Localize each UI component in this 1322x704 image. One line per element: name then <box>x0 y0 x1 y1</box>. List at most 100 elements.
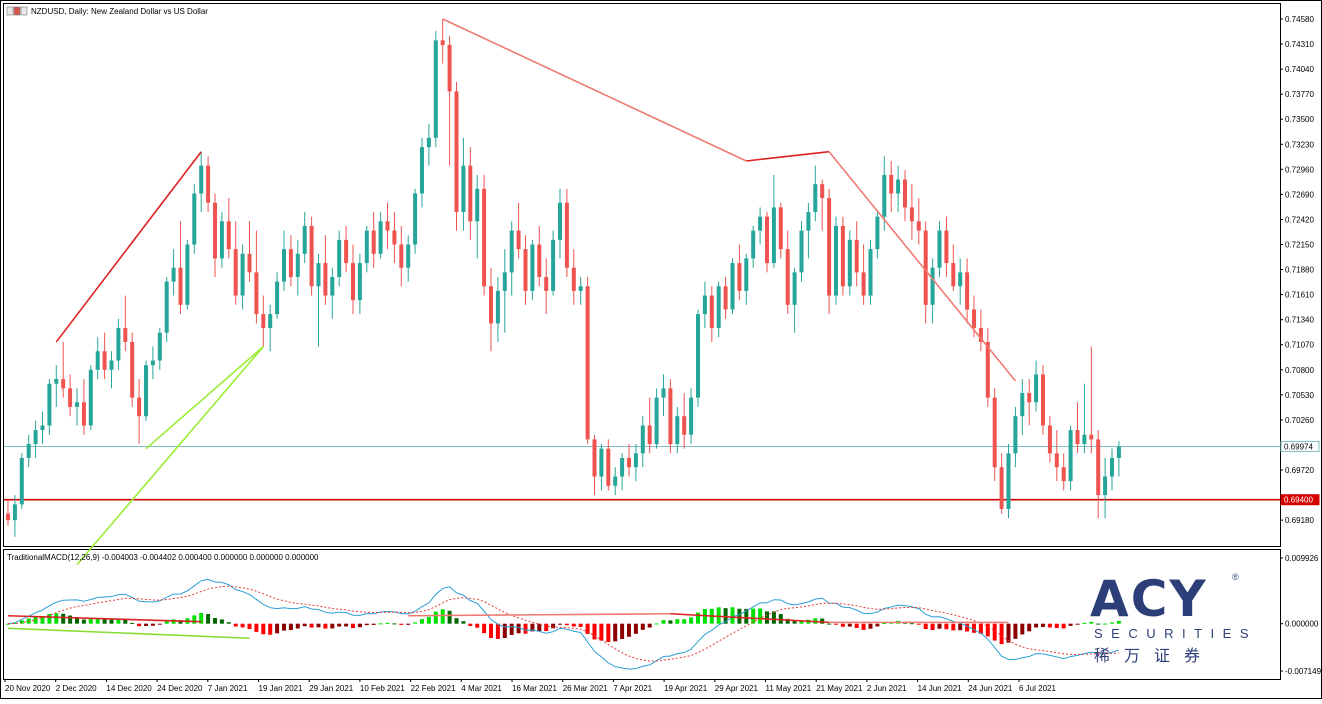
date-tick-label: 20 Nov 2020 <box>5 684 51 693</box>
candle-body <box>1054 453 1059 468</box>
bar-chart-icon-3 <box>20 6 28 16</box>
macd-histogram-bar <box>213 618 217 624</box>
macd-histogram-bar <box>606 623 611 643</box>
candle-body <box>778 207 783 250</box>
macd-histogram-bar <box>40 615 45 624</box>
candle-body <box>185 244 190 305</box>
macd-histogram-bar <box>1054 623 1059 628</box>
price-trend-line <box>442 18 747 162</box>
macd-histogram-bar <box>744 608 749 624</box>
macd-histogram-bar <box>792 620 797 624</box>
candle-body <box>523 249 528 291</box>
candle-body <box>737 263 742 291</box>
candle-body <box>213 202 217 259</box>
candle-body <box>709 295 714 329</box>
candle-body <box>447 44 452 92</box>
macd-histogram-bar <box>351 623 355 629</box>
candle-body <box>116 328 121 361</box>
macd-histogram-bar <box>240 623 245 628</box>
candle-body <box>1110 457 1114 477</box>
candle-body <box>1041 374 1045 426</box>
candle-body <box>571 267 576 291</box>
macd-histogram-bar <box>530 623 535 632</box>
candle-body <box>558 202 562 240</box>
candle-body <box>675 416 680 445</box>
macd-histogram-bar <box>295 623 300 629</box>
candle-body <box>406 244 411 268</box>
candle-body <box>1116 446 1121 458</box>
macd-histogram-bar <box>758 608 763 624</box>
candle-body <box>199 165 204 194</box>
macd-histogram-bar <box>1110 622 1114 624</box>
candle-body <box>944 230 949 264</box>
candle-body <box>792 272 797 305</box>
macd-histogram-bar <box>433 611 438 624</box>
macd-histogram-bar <box>1034 623 1039 628</box>
macd-histogram-bar <box>199 612 204 624</box>
macd-histogram-bar <box>475 623 480 628</box>
price-pane[interactable] <box>3 3 1281 547</box>
date-tick-label: 11 May 2021 <box>766 684 812 693</box>
macd-histogram-bar <box>399 623 404 625</box>
macd-histogram-bar <box>978 623 983 634</box>
macd-histogram-bar <box>489 623 493 638</box>
macd-histogram-bar <box>1020 623 1025 635</box>
macd-histogram-bar <box>613 623 618 642</box>
macd-histogram-bar <box>992 623 997 641</box>
candle-body <box>806 212 811 231</box>
macd-histogram-bar <box>123 619 128 624</box>
price-trend-line <box>55 151 202 343</box>
candle-body <box>482 188 487 287</box>
macd-histogram-bar <box>785 618 790 624</box>
macd-histogram-bar <box>95 618 100 624</box>
date-tick-label: 4 Mar 2021 <box>461 684 502 693</box>
macd-histogram-bar <box>150 623 155 626</box>
candle-body <box>440 40 445 45</box>
macd-histogram-bar <box>1027 623 1032 632</box>
candle-body <box>640 425 645 454</box>
bar-chart-icon-2 <box>13 6 21 16</box>
macd-histogram-bar <box>323 623 328 629</box>
macd-histogram-bar <box>364 623 369 626</box>
macd-histogram-bar <box>1116 620 1121 624</box>
macd-histogram-bar <box>558 623 562 625</box>
price-trend-line <box>76 346 264 566</box>
macd-histogram-bar <box>337 623 342 627</box>
candle-body <box>834 225 838 296</box>
macd-histogram-bar <box>544 623 549 632</box>
macd-histogram-bar <box>371 623 376 625</box>
macd-histogram-bar <box>385 622 390 624</box>
macd-histogram-bar <box>633 623 638 634</box>
macd-histogram-bar <box>440 609 445 624</box>
macd-histogram-bar <box>737 608 742 624</box>
price-tick-label: 0.71070 <box>1285 341 1314 350</box>
candle-body <box>668 388 673 445</box>
candle-body <box>613 476 618 486</box>
candle-body <box>282 249 286 282</box>
candle-body <box>868 249 873 296</box>
candle-body <box>219 221 224 259</box>
macd-histogram-bar <box>951 623 956 631</box>
macd-histogram-bar <box>820 618 825 624</box>
macd-histogram-bar <box>1047 623 1052 628</box>
candle-body <box>564 202 569 268</box>
price-tick-label: 0.74310 <box>1285 40 1314 49</box>
macd-histogram-bar <box>302 623 307 627</box>
chart-title-text: NZDUSD, Daily: New Zealand Dollar vs US … <box>31 7 208 16</box>
price-tick-label: 0.73770 <box>1285 90 1314 99</box>
candle-body <box>592 439 597 477</box>
macd-histogram-bar <box>1006 623 1011 643</box>
macd-histogram-bar <box>564 623 569 626</box>
macd-line <box>7 578 1120 670</box>
macd-histogram-bar <box>33 616 38 624</box>
macd-histogram-bar <box>1096 623 1101 625</box>
macd-histogram-bar <box>392 623 397 625</box>
macd-histogram-bar <box>75 617 79 624</box>
candle-body <box>247 253 252 273</box>
candle-body <box>958 272 963 287</box>
candle-body <box>840 225 845 287</box>
candle-body <box>627 457 631 468</box>
candle-body <box>302 225 307 254</box>
